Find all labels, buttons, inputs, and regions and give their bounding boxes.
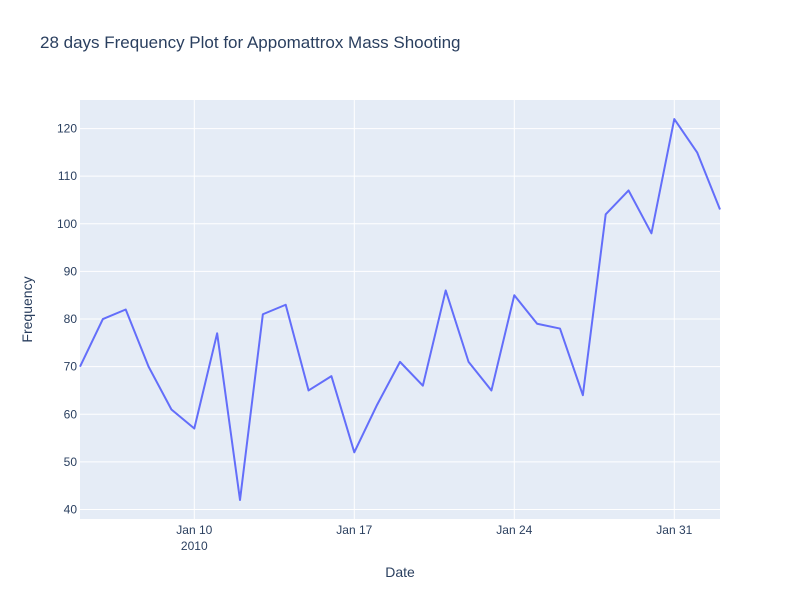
data-point	[605, 213, 607, 215]
data-point	[125, 309, 127, 311]
chart-title: 28 days Frequency Plot for Appomattrox M…	[40, 33, 461, 52]
x-tick-sublabel: 2010	[181, 539, 208, 553]
data-point	[102, 318, 104, 320]
y-tick-label: 60	[64, 407, 78, 421]
y-tick-label: 50	[64, 455, 78, 469]
data-point	[513, 294, 515, 296]
y-axis-title: Frequency	[19, 276, 35, 342]
y-tick-label: 90	[64, 264, 78, 278]
data-point	[285, 304, 287, 306]
data-point	[490, 389, 492, 391]
data-point	[170, 408, 172, 410]
data-point	[559, 328, 561, 330]
data-point	[353, 451, 355, 453]
data-point	[650, 232, 652, 234]
data-point	[216, 332, 218, 334]
data-point	[719, 209, 721, 211]
data-point	[262, 313, 264, 315]
data-point	[399, 361, 401, 363]
y-tick-label: 100	[57, 217, 77, 231]
data-point	[468, 361, 470, 363]
data-point	[79, 366, 81, 368]
data-point	[148, 366, 150, 368]
x-tick-label: Jan 17	[336, 523, 372, 537]
y-tick-label: 70	[64, 360, 78, 374]
y-tick-label: 40	[64, 502, 78, 516]
data-point	[376, 404, 378, 406]
data-point	[628, 189, 630, 191]
series-line	[79, 118, 721, 501]
data-point	[696, 151, 698, 153]
data-point	[330, 375, 332, 377]
y-tick-label: 120	[57, 122, 77, 136]
data-point	[239, 499, 241, 501]
x-axis-title: Date	[385, 564, 415, 580]
x-tick-labels: Jan 10 2010 Jan 17 Jan 24 Jan 31	[176, 523, 692, 553]
x-tick-label: Jan 24	[496, 523, 532, 537]
plot-background	[80, 100, 720, 519]
series-layer	[79, 118, 721, 501]
x-tick-label: Jan 31	[656, 523, 692, 537]
y-tick-label: 80	[64, 312, 78, 326]
data-point	[308, 389, 310, 391]
data-point	[582, 394, 584, 396]
y-tick-label: 110	[58, 169, 77, 183]
x-tick-label: Jan 10	[176, 523, 212, 537]
data-point	[673, 118, 675, 120]
data-point	[536, 323, 538, 325]
y-tick-labels: 40 50 60 70 80 90 100 110 120	[57, 122, 77, 517]
data-point	[422, 385, 424, 387]
data-point	[193, 428, 195, 430]
data-point	[445, 289, 447, 291]
